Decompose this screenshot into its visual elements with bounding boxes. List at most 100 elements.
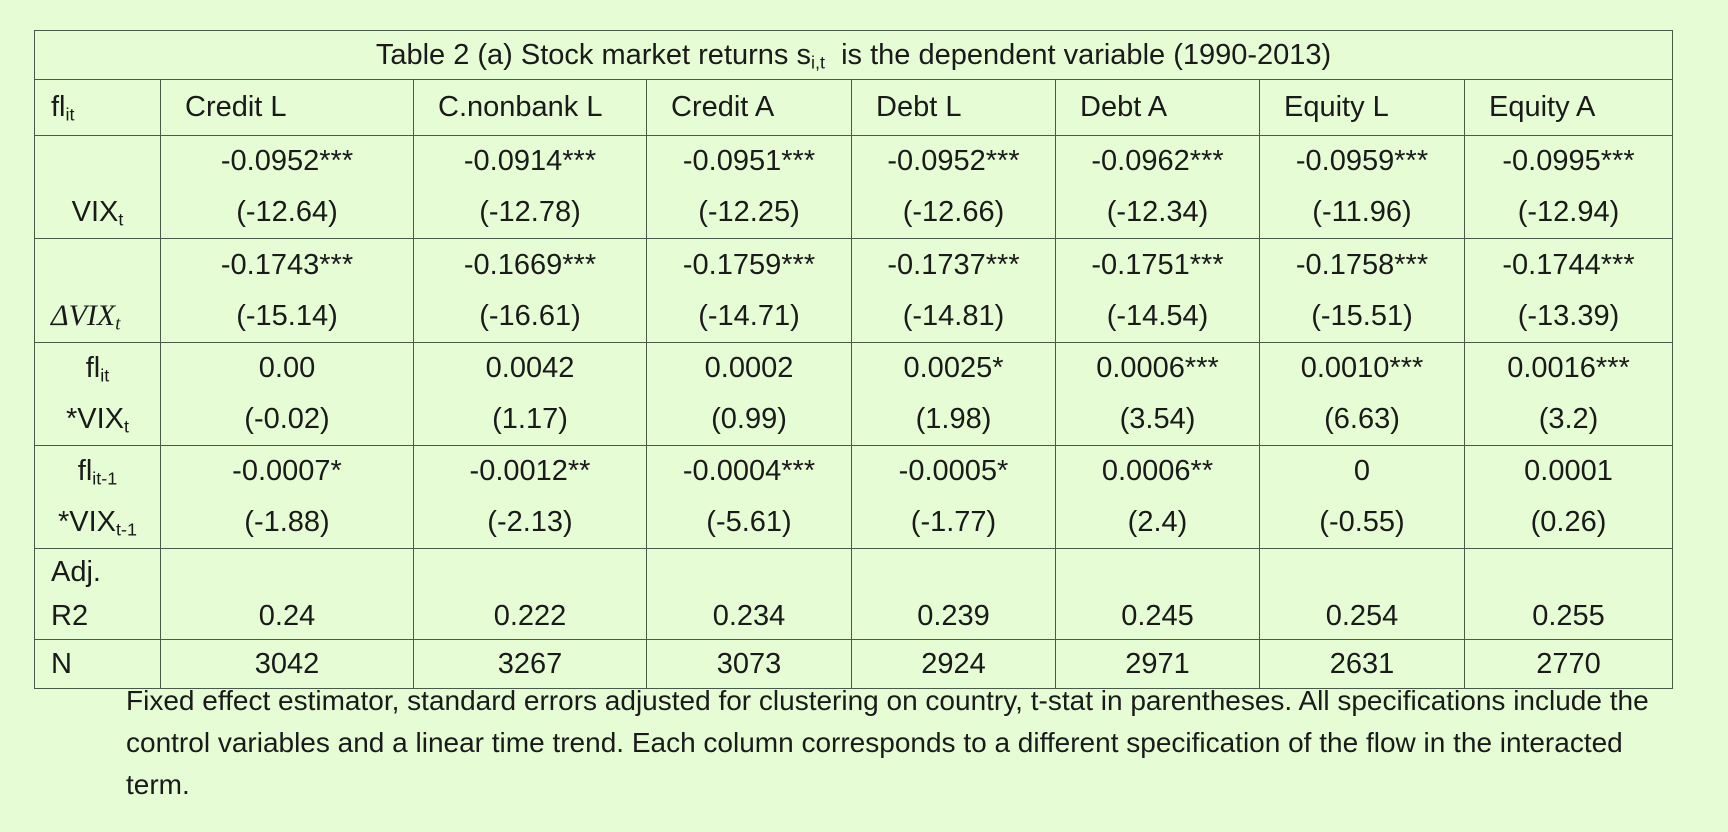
table-cell: 0.0006*** (3.54)	[1055, 342, 1260, 446]
coefficient-value: -0.1669***	[463, 248, 597, 281]
table-cell: 0.0010*** (6.63)	[1259, 342, 1465, 446]
table-cell: -0.0962*** (-12.34)	[1055, 135, 1260, 239]
t-stat-value: (-15.14)	[236, 299, 338, 332]
table-cell: -0.0004*** (-5.61)	[646, 445, 852, 549]
table-cell: 0.222	[413, 548, 647, 640]
table-row: flit-1 *VIXt-1 -0.0007* (-1.88) -0.0012** (-2…	[34, 445, 1674, 549]
subscript: it	[100, 365, 110, 386]
n-value: 2770	[1463, 639, 1674, 689]
table-title: Table 2 (a) Stock market returns si,t is…	[33, 30, 1674, 80]
header-row: flit Credit L C.nonbank L Credit A Debt L De…	[34, 79, 1674, 136]
table-row: N 3042 3267 3073 2924 2971 2631 2770	[34, 639, 1674, 689]
table-notes: Fixed effect estimator, standard errors …	[126, 685, 1649, 800]
t-stat-value: (-16.61)	[479, 299, 581, 332]
row-label: ΔVIXt	[34, 238, 161, 343]
t-stat-value: (-2.13)	[487, 506, 573, 538]
n-value: 2971	[1055, 639, 1260, 689]
column-header: C.nonbank L	[413, 79, 647, 136]
table-cell: -0.1759*** (-14.71)	[646, 238, 852, 343]
subscript: t	[115, 313, 121, 335]
t-stat-value: (-0.02)	[244, 403, 330, 435]
coefficient-value: -0.0952***	[887, 145, 1020, 177]
spacer	[415, 550, 646, 594]
coefficient-value: -0.0951***	[682, 145, 816, 177]
table-cell: 0.239	[851, 548, 1056, 640]
table-cell: -0.0959*** (-11.96)	[1259, 135, 1465, 239]
column-header: Equity L	[1259, 79, 1465, 136]
coefficient-value: -0.1737***	[887, 248, 1020, 281]
t-stat-value: (6.63)	[1324, 403, 1400, 435]
coefficient-value: -0.1759***	[682, 248, 816, 281]
table-cell: 0.255	[1463, 548, 1674, 640]
coefficient-value: -0.1751***	[1091, 248, 1224, 281]
coefficient-value: -0.0005*	[898, 455, 1009, 487]
t-stat-value: (-12.78)	[479, 196, 581, 228]
row-label-math: ΔVIXt	[51, 299, 121, 335]
adj-r2-value: 0.222	[493, 600, 567, 632]
table-cell: 0.245	[1055, 548, 1260, 640]
adj-r2-value: 0.245	[1121, 600, 1194, 632]
table-title-prefix: Table 2 (a) Stock market returns s	[375, 38, 811, 71]
table-cell: -0.0952*** (-12.64)	[160, 135, 414, 239]
spacer	[648, 550, 851, 594]
table-cell: -0.1751*** (-14.54)	[1055, 238, 1260, 343]
n-value: 3073	[646, 639, 852, 689]
subscript: t	[118, 209, 124, 230]
coefficient-value: -0.1758***	[1295, 248, 1429, 281]
regression-table: Table 2 (a) Stock market returns si,t is…	[33, 30, 1674, 689]
t-stat-value: (2.4)	[1127, 506, 1188, 538]
t-stat-value: (-12.94)	[1517, 196, 1620, 228]
spacer	[1261, 550, 1464, 594]
table-cell: -0.1758*** (-15.51)	[1259, 238, 1465, 343]
subscript: t	[124, 416, 130, 437]
row-label-line: VIXt	[71, 196, 124, 230]
table-cell: 0.0006** (2.4)	[1055, 445, 1260, 549]
row-label-line: *VIXt-1	[57, 506, 137, 540]
table-cell: 0 (-0.55)	[1259, 445, 1465, 549]
table-cell: 0.0016*** (3.2)	[1463, 342, 1674, 446]
table-cell: 0.00 (-0.02)	[160, 342, 414, 446]
table-cell: -0.1737*** (-14.81)	[851, 238, 1056, 343]
table-cell: 0.234	[646, 548, 852, 640]
table-cell: -0.1744*** (-13.39)	[1463, 238, 1674, 343]
t-stat-value: (-1.77)	[910, 506, 997, 538]
coefficient-value: -0.0995***	[1502, 145, 1635, 177]
t-stat-value: (-15.51)	[1311, 299, 1413, 332]
table-cell: 0.254	[1259, 548, 1465, 640]
coefficient-value: 0	[1353, 455, 1371, 487]
t-stat-value: (3.2)	[1538, 403, 1599, 435]
t-stat-value: (-14.54)	[1106, 299, 1209, 332]
t-stat-value: (-14.71)	[698, 299, 800, 332]
column-header: Equity A	[1463, 79, 1674, 136]
table-cell: 0.24	[160, 548, 414, 640]
coefficient-value: -0.1743***	[220, 248, 354, 281]
spacer	[1057, 550, 1259, 594]
table-row: flit *VIXt 0.00 (-0.02) 0.0042 (1.17) 0.0002 (0…	[34, 342, 1674, 446]
table-cell: -0.0005* (-1.77)	[851, 445, 1056, 549]
coefficient-value: -0.1744***	[1502, 248, 1635, 281]
row-label: flit *VIXt	[34, 342, 161, 446]
table-cell: -0.0995*** (-12.94)	[1463, 135, 1674, 239]
t-stat-value: (-5.61)	[706, 506, 792, 538]
coefficient-value: -0.0962***	[1091, 145, 1224, 177]
row-label: Adj. R2	[34, 548, 161, 640]
row-label-line: flit-1	[77, 455, 118, 489]
table-cell: 0.0025* (1.98)	[851, 342, 1056, 446]
table-row: Adj. R2 0.24 0.222 0.234 0.239 0.245 0.25…	[34, 548, 1674, 640]
subscript: t-1	[116, 519, 137, 540]
spacer	[162, 550, 413, 594]
t-stat-value: (0.26)	[1530, 506, 1607, 538]
table-row: ΔVIXt -0.1743*** (-15.14) -0.1669*** (-16.61…	[34, 238, 1674, 343]
adj-r2-value: 0.24	[258, 600, 316, 632]
table-title-suffix: is the dependent variable (1990-2013)	[824, 38, 1332, 71]
n-value: 2631	[1259, 639, 1465, 689]
t-stat-value: (0.99)	[711, 403, 787, 435]
subscript: it-1	[92, 468, 118, 489]
row-label: VIXt	[34, 135, 161, 239]
spacer	[853, 550, 1055, 594]
coefficient-value: 0.0002	[704, 352, 794, 384]
t-stat-value: (-11.96)	[1312, 196, 1412, 228]
t-stat-value: (1.17)	[492, 403, 568, 435]
adj-r2-value: 0.254	[1325, 600, 1399, 632]
row-label: flit-1 *VIXt-1	[34, 445, 161, 549]
